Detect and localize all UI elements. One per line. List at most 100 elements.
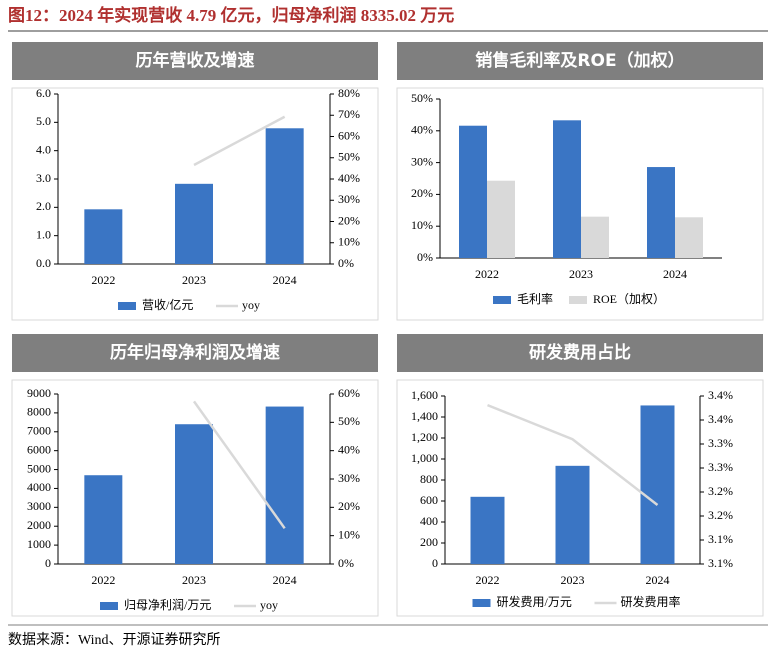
y-tick-label: 1,000 [411, 451, 438, 465]
line-series [487, 403, 659, 506]
y2-tick-label: 0% [338, 256, 354, 270]
y2-tick-label: 50% [338, 414, 360, 428]
y-tick-label: 6.0 [36, 86, 51, 100]
y2-tick-label: 3.3% [708, 460, 733, 474]
bar [675, 217, 703, 258]
y2-tick-label: 0% [338, 556, 354, 570]
bar [647, 167, 675, 258]
x-tick-label: 2023 [569, 267, 593, 281]
bar [640, 405, 675, 564]
bar [487, 180, 515, 258]
y-tick-label: 1.0 [36, 227, 51, 241]
panel-title: 历年归母净利润及增速 [110, 342, 280, 363]
y-tick-label: 5.0 [36, 114, 51, 128]
source-note: 数据来源：Wind、开源证券研究所 [8, 632, 221, 648]
y2-tick-label: 3.2% [708, 484, 733, 498]
legend-swatch [100, 602, 118, 610]
panel-title: 历年营收及增速 [136, 50, 255, 71]
y-tick-label: 7000 [27, 424, 51, 438]
y-tick-label: 400 [420, 514, 438, 528]
x-tick-label: 2024 [646, 573, 670, 587]
bar [555, 465, 590, 564]
y2-tick-label: 20% [338, 499, 360, 513]
figure-title: 图12：2024 年实现营收 4.79 亿元，归母净利润 8335.02 万元 [8, 5, 454, 25]
x-tick-label: 2023 [182, 273, 206, 287]
legend-swatch [472, 599, 491, 607]
x-tick-label: 2023 [561, 573, 585, 587]
y2-tick-label: 60% [338, 386, 360, 400]
x-tick-label: 2023 [182, 573, 206, 587]
y2-tick-label: 30% [338, 192, 360, 206]
x-tick-label: 2024 [663, 267, 687, 281]
y-tick-label: 1,400 [411, 409, 438, 423]
y-tick-label: 0.0 [36, 256, 51, 270]
y-tick-label: 30% [411, 154, 433, 168]
y-tick-label: 1,200 [411, 430, 438, 444]
line-series [192, 400, 286, 530]
y2-tick-label: 70% [338, 107, 360, 121]
x-tick-label: 2022 [91, 273, 115, 287]
bar [581, 216, 609, 258]
bar [265, 128, 304, 264]
bar [470, 496, 505, 564]
bar [553, 120, 581, 258]
panel-frame [11, 87, 379, 321]
panel-frame [11, 379, 379, 617]
y2-tick-label: 30% [338, 471, 360, 485]
y-tick-label: 50% [411, 91, 433, 105]
y-tick-label: 200 [420, 535, 438, 549]
legend-label: 归母净利润/万元 [124, 598, 211, 612]
x-tick-label: 2024 [273, 573, 297, 587]
y-tick-label: 40% [411, 123, 433, 137]
legend-label: yoy [242, 298, 260, 312]
bar [265, 406, 304, 564]
legend-label: 毛利率 [517, 291, 553, 306]
legend-label: ROE（加权） [593, 292, 665, 306]
bar [84, 209, 123, 264]
panel-frame [396, 379, 764, 617]
y2-tick-label: 50% [338, 150, 360, 164]
y2-tick-label: 3.4% [708, 388, 733, 402]
legend-label: yoy [260, 598, 278, 612]
panel-header [12, 42, 378, 80]
legend-swatch [493, 296, 511, 304]
bar [175, 183, 213, 264]
x-tick-label: 2022 [476, 573, 500, 587]
y-tick-label: 0 [45, 556, 51, 570]
y-tick-label: 3.0 [36, 171, 51, 185]
y2-tick-label: 10% [338, 527, 360, 541]
x-tick-label: 2024 [273, 273, 297, 287]
y2-tick-label: 3.4% [708, 412, 733, 426]
y2-tick-label: 10% [338, 235, 360, 249]
y2-tick-label: 60% [338, 128, 360, 142]
y-tick-label: 0% [417, 250, 433, 264]
panel-header [12, 334, 378, 372]
y-tick-label: 20% [411, 186, 433, 200]
x-tick-label: 2022 [91, 573, 115, 587]
y-tick-label: 0 [432, 556, 438, 570]
legend-swatch [118, 302, 136, 310]
y2-tick-label: 80% [338, 86, 360, 100]
y2-tick-label: 3.1% [708, 556, 733, 570]
y-tick-label: 800 [420, 472, 438, 486]
x-tick-label: 2022 [475, 267, 499, 281]
y2-tick-label: 20% [338, 213, 360, 227]
bar [84, 475, 123, 564]
y2-tick-label: 3.3% [708, 436, 733, 450]
y-tick-label: 8000 [27, 405, 51, 419]
y-tick-label: 2000 [27, 518, 51, 532]
y-tick-label: 600 [420, 493, 438, 507]
y-tick-label: 9000 [27, 386, 51, 400]
panel-title: 研发费用占比 [529, 342, 631, 363]
panel-title: 销售毛利率及ROE（加权） [475, 50, 684, 71]
panel-frame [396, 87, 764, 321]
y2-tick-label: 40% [338, 442, 360, 456]
legend-label: 研发费用率 [621, 594, 681, 609]
bar [459, 125, 487, 258]
y-tick-label: 1000 [27, 537, 51, 551]
y-tick-label: 2.0 [36, 199, 51, 213]
bar [175, 424, 213, 564]
legend-label: 研发费用/万元 [497, 594, 572, 609]
y-tick-label: 6000 [27, 442, 51, 456]
